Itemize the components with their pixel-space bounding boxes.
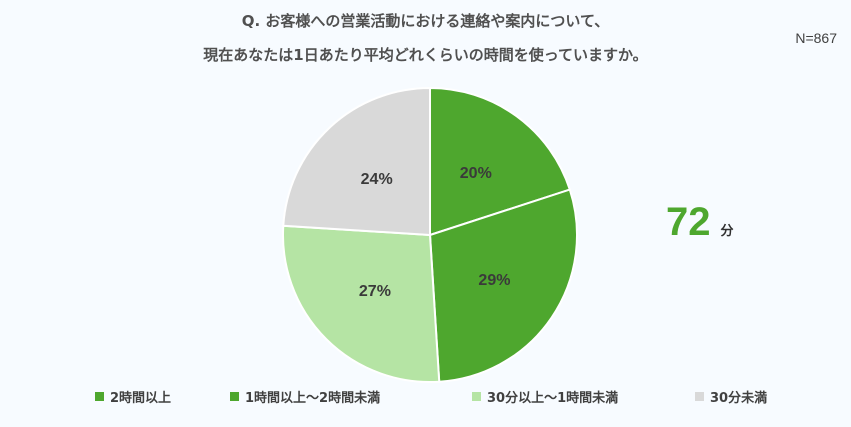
legend: 2時間以上 1時間以上～2時間未満 30分以上～1時間未満 30分未満	[0, 387, 851, 409]
legend-swatch	[95, 392, 104, 401]
sample-size-label: N=867	[795, 30, 837, 46]
pie-slice-label: 24%	[361, 171, 393, 188]
legend-item: 2時間以上	[95, 387, 171, 406]
pie-slice	[429, 86, 572, 237]
legend-swatch	[695, 392, 704, 401]
legend-item: 30分未満	[695, 387, 767, 406]
legend-swatch	[230, 392, 239, 401]
average-time-callout: 72 分	[666, 200, 734, 245]
pie-slice	[282, 224, 441, 383]
average-time-value: 72	[666, 200, 711, 244]
legend-item: 1時間以上～2時間未満	[230, 387, 380, 406]
pie-slice-label: 20%	[460, 165, 492, 182]
legend-label: 30分未満	[710, 391, 768, 406]
pie-slice-label: 29%	[478, 272, 510, 289]
chart-title-line-1: Q. お客様への営業活動における連絡や案内について、	[241, 12, 610, 30]
legend-item: 30分以上～1時間未満	[472, 387, 618, 406]
legend-label: 2時間以上	[110, 391, 172, 406]
chart-title-line-2: 現在あなたは1日あたり平均どれくらいの時間を使っていますか。	[203, 46, 648, 64]
pie-slice	[282, 86, 431, 237]
average-time-unit: 分	[720, 224, 734, 239]
legend-swatch	[472, 392, 481, 401]
legend-label: 30分以上～1時間未満	[487, 391, 619, 406]
pie-slice	[428, 188, 578, 383]
legend-label: 1時間以上～2時間未満	[245, 391, 381, 406]
pie-slice-label: 27%	[359, 283, 391, 300]
